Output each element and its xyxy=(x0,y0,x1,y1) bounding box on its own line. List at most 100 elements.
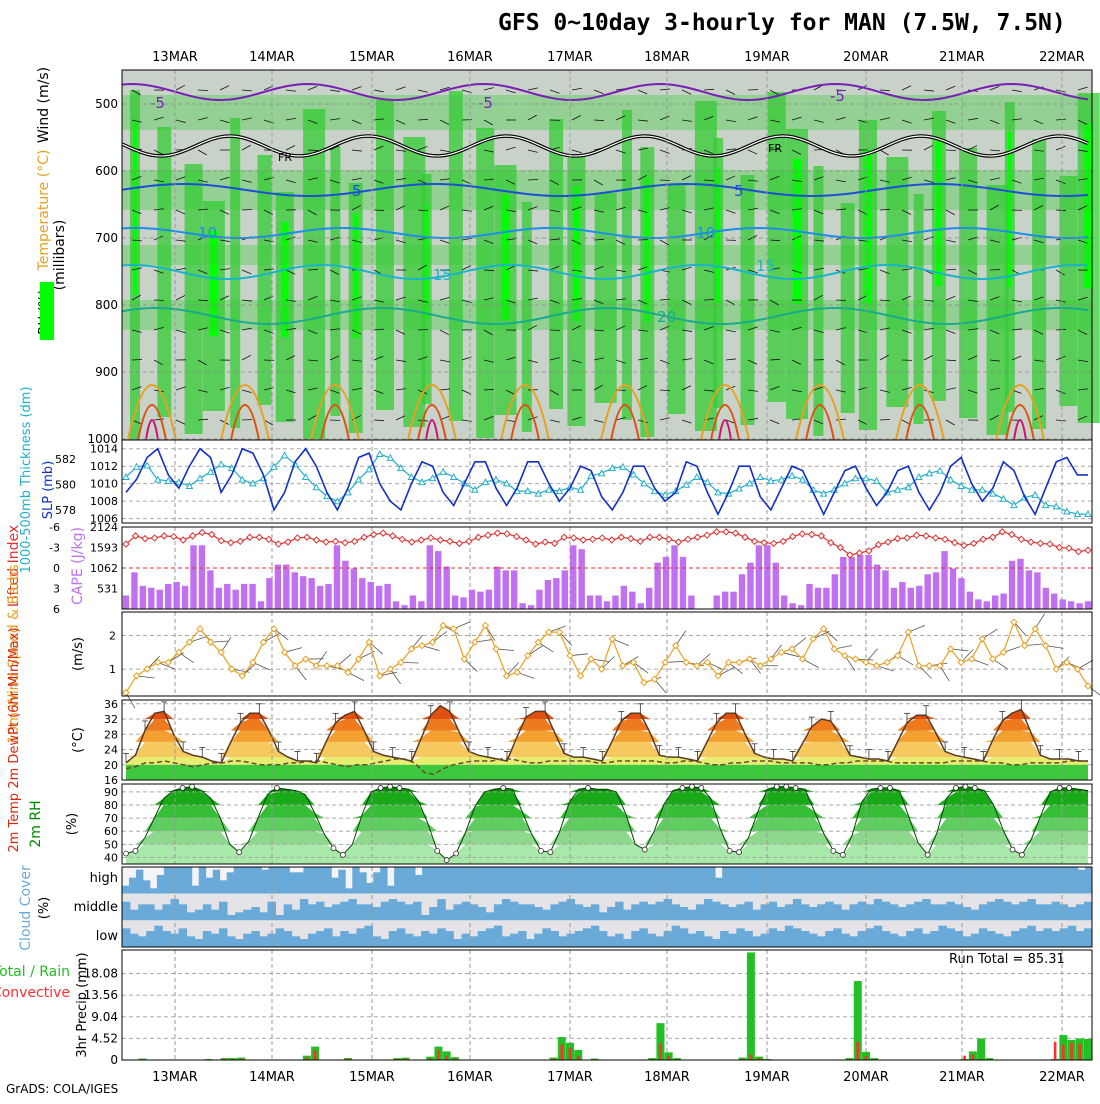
cloud-cell-low xyxy=(203,931,211,947)
li-marker xyxy=(771,540,777,546)
cloud-cell-low xyxy=(906,931,914,947)
cloud-cell-low xyxy=(817,936,825,947)
cloud-cell-high xyxy=(918,867,925,894)
cloud-cell-middle xyxy=(664,899,672,920)
cloud-cell-middle xyxy=(728,907,736,920)
cape-bar xyxy=(477,592,483,609)
cloud-cell-high xyxy=(157,875,164,894)
cloud-cell-middle xyxy=(324,907,332,920)
cloud-cell-middle xyxy=(1076,904,1084,920)
wind10-barb xyxy=(676,631,686,646)
rh2m-marker xyxy=(699,785,704,790)
t2m-ytick-label: 32 xyxy=(104,713,118,726)
cape-bar xyxy=(148,588,154,609)
rh2m-marker xyxy=(953,785,958,790)
wind10-barb xyxy=(993,659,1008,669)
cloud-cell-high xyxy=(415,875,422,894)
cloud-cell-high xyxy=(945,867,952,894)
cloud-cell-high xyxy=(527,867,534,894)
wind10-marker xyxy=(990,656,996,662)
li-marker xyxy=(723,529,729,535)
li-ytick-label: -3 xyxy=(49,542,60,555)
cloud-cell-high xyxy=(659,867,666,894)
cloud-cell-high xyxy=(904,867,911,894)
cape-bar xyxy=(249,584,255,609)
contour-label: 10 xyxy=(198,224,217,242)
li-ytick-label: 0 xyxy=(53,562,60,575)
rh2m-band xyxy=(126,831,1088,844)
cloud-cell-middle xyxy=(259,912,267,920)
thickness-marker xyxy=(1032,492,1038,498)
cloud-cell-middle xyxy=(922,899,930,920)
cloud-cell-middle xyxy=(405,904,413,920)
cloud-cell-middle xyxy=(1019,902,1027,921)
cloud-cell-middle xyxy=(559,902,567,921)
cloud-cell-high xyxy=(373,872,380,893)
rh2m-marker xyxy=(274,785,279,790)
wind10-marker xyxy=(926,663,932,669)
cloud-cell-high xyxy=(1071,867,1078,894)
cloud-cell-high xyxy=(248,867,255,894)
cloud-cell-middle xyxy=(502,899,510,920)
cloud-cell-high xyxy=(980,867,987,894)
thickness-ytick-label: 580 xyxy=(55,479,76,492)
wind10-marker xyxy=(874,663,880,669)
cape-bar xyxy=(443,567,449,609)
wind10-marker xyxy=(747,656,753,662)
precip-conv-bar xyxy=(856,1042,859,1060)
cape-bar xyxy=(815,588,821,609)
li-marker xyxy=(866,548,872,554)
cloud-cell-middle xyxy=(187,912,195,920)
precip-frame xyxy=(122,950,1092,1060)
cape-bar xyxy=(190,545,196,609)
cloud-cell-low xyxy=(850,936,858,947)
cloud-cell-low xyxy=(809,934,817,947)
cloud-cell-low xyxy=(1003,936,1011,947)
cape-bar xyxy=(612,595,618,609)
cloud-cell-middle xyxy=(494,904,502,920)
cloud-cell-low xyxy=(898,936,906,947)
wind10-barb xyxy=(464,659,477,672)
precip-ytick-label: 9.04 xyxy=(91,1010,118,1024)
cloud-cell-high xyxy=(855,867,862,894)
cloud-cell-middle xyxy=(623,910,631,921)
rh2m-ytick-label: 40 xyxy=(104,851,118,864)
precip-ytick-label: 0 xyxy=(110,1053,118,1067)
cloud-cell-middle xyxy=(890,904,898,920)
cloud-cell-high xyxy=(952,867,959,894)
cloud-cell-high xyxy=(317,867,324,894)
cloud-cell-low xyxy=(656,936,664,947)
date-label-top: 20MAR xyxy=(843,50,889,65)
cloud-cell-high xyxy=(506,867,513,894)
rh2m-ytick-label: 60 xyxy=(104,825,118,838)
cape-bar xyxy=(604,601,610,609)
rh2m-marker xyxy=(680,785,685,790)
cloud-cell-high xyxy=(380,867,387,894)
cloud-cell-middle xyxy=(575,904,583,920)
cape-bar xyxy=(924,574,930,609)
li-marker xyxy=(647,534,653,540)
thickness-marker xyxy=(736,486,742,492)
thickness-marker xyxy=(218,461,224,467)
cloud-cell-high xyxy=(617,867,624,894)
rh-band xyxy=(122,95,1092,130)
li-marker xyxy=(752,538,758,544)
cape-ytick-label: 1593 xyxy=(90,542,118,555)
cloud-cell-middle xyxy=(470,904,478,920)
date-label-bottom: 21MAR xyxy=(939,1070,985,1085)
li-marker xyxy=(1028,539,1034,545)
cloud-cell-middle xyxy=(1052,902,1060,921)
rh-column xyxy=(230,118,240,428)
cloud-label: Cloud Cover xyxy=(18,865,34,951)
cloud-cell-middle xyxy=(526,904,534,920)
li-marker xyxy=(142,536,148,542)
cloud-cell-low xyxy=(445,931,453,947)
cape-bar xyxy=(123,595,129,609)
cloud-cell-low xyxy=(138,936,146,947)
cloud-cell-low xyxy=(494,926,502,947)
cape-bar xyxy=(1085,601,1091,609)
precip-conv-bar xyxy=(750,1055,753,1060)
rh2m-band xyxy=(126,792,1088,805)
cape-bar xyxy=(587,595,593,609)
cloud-cell-low xyxy=(1052,931,1060,947)
